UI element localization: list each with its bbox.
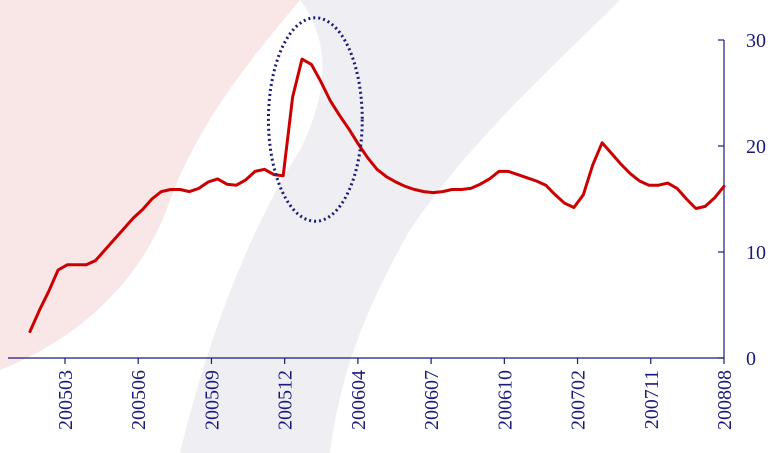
annotation-group <box>266 16 364 223</box>
x-tick-label: 200610 <box>494 370 516 430</box>
x-tick-label: 200604 <box>348 370 370 430</box>
y-tick-label: 0 <box>746 348 756 370</box>
x-axis-ticks: 200503 200506 200509 200512 200604 200607 2006… <box>55 358 736 430</box>
y-tick-label: 10 <box>746 242 766 264</box>
x-tick-label: 200509 <box>201 370 223 430</box>
x-tick-label: 200702 <box>568 370 590 430</box>
highlight-ellipse <box>266 16 364 223</box>
x-tick-label: 200512 <box>275 370 297 430</box>
x-tick-label: 200711 <box>641 370 663 429</box>
series-line <box>28 57 726 333</box>
watermark-red-shape <box>0 0 300 370</box>
background-watermark <box>0 0 620 453</box>
x-tick-label: 200808 <box>714 370 736 430</box>
axes <box>8 40 725 359</box>
series-group <box>28 57 726 333</box>
x-tick-label: 200503 <box>55 370 77 430</box>
y-tick-label: 30 <box>746 30 766 52</box>
watermark-gray-shape <box>180 0 620 453</box>
x-tick-label: 200506 <box>128 370 150 430</box>
y-tick-label: 20 <box>746 136 766 158</box>
x-tick-label: 200607 <box>421 370 443 430</box>
y-axis-ticks: 0 10 20 30 <box>718 30 766 370</box>
